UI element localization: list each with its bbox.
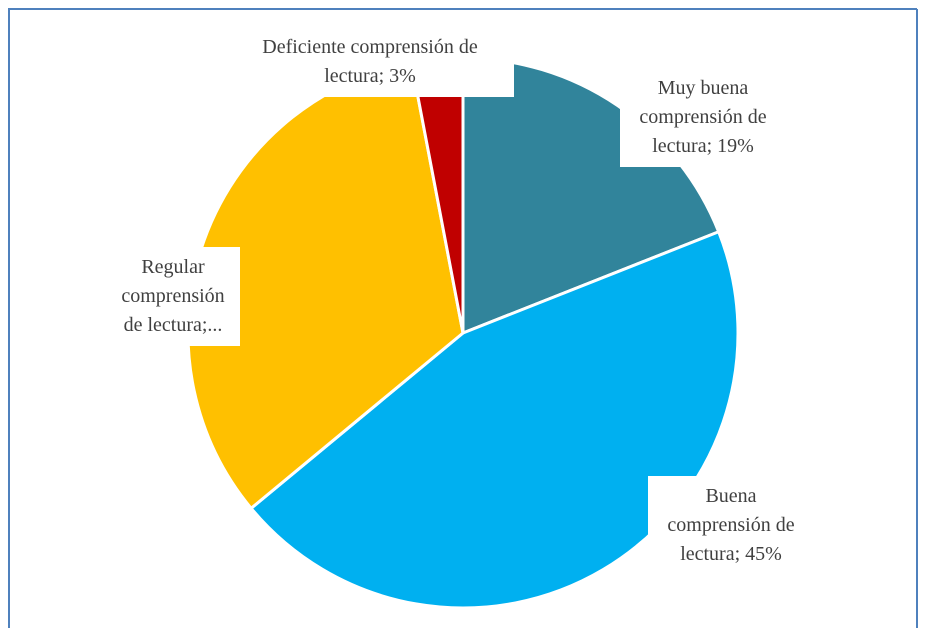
data-label: Buena comprensión de lectura; 45% <box>648 476 814 575</box>
pie-slice <box>248 229 740 610</box>
data-label: Regular comprensión de lectura;... <box>106 247 240 346</box>
data-label: Muy buena comprensión de lectura; 19% <box>620 68 786 167</box>
data-label: Deficiente comprensión de lectura; 3% <box>226 27 514 97</box>
